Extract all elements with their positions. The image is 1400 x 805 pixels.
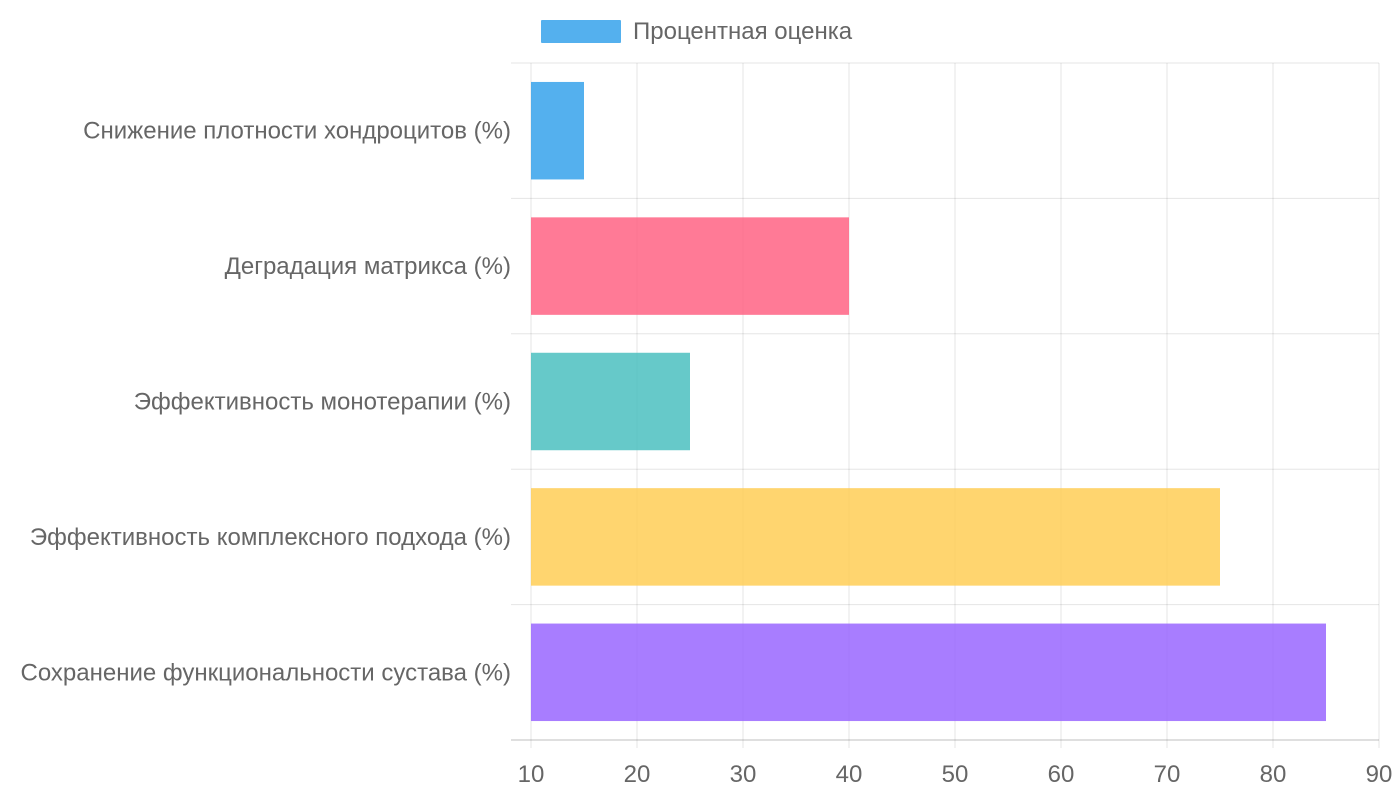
x-tick-label: 60 [1048,761,1075,788]
bar[interactable] [531,217,849,315]
legend-label[interactable]: Процентная оценка [633,18,853,45]
bar[interactable] [531,623,1326,722]
category-label: Деградация матрикса (%) [225,253,511,280]
x-tick-label: 10 [518,761,545,788]
bar[interactable] [531,488,1220,586]
x-tick-label: 50 [942,761,969,788]
axes: 10 20 30 40 50 60 70 80 90 Снижение плотности хон… [20,118,1392,788]
legend-swatch[interactable] [541,20,621,43]
category-label: Снижение плотности хондроцитов (%) [83,118,511,145]
x-tick-label: 80 [1260,761,1287,788]
bars-group [531,81,1326,722]
bar[interactable] [531,352,690,451]
category-label: Сохранение функциональности сустава (%) [20,659,511,686]
bar[interactable] [531,81,584,180]
category-label: Эффективность монотерапии (%) [134,389,511,416]
legend[interactable]: Процентная оценка [541,18,853,45]
grid-lines [511,62,1380,748]
x-tick-label: 20 [624,761,651,788]
x-tick-label: 30 [730,761,757,788]
x-tick-label: 90 [1366,761,1393,788]
x-tick-label: 40 [836,761,863,788]
category-label: Эффективность комплексного подхода (%) [30,524,511,551]
x-tick-label: 70 [1154,761,1181,788]
